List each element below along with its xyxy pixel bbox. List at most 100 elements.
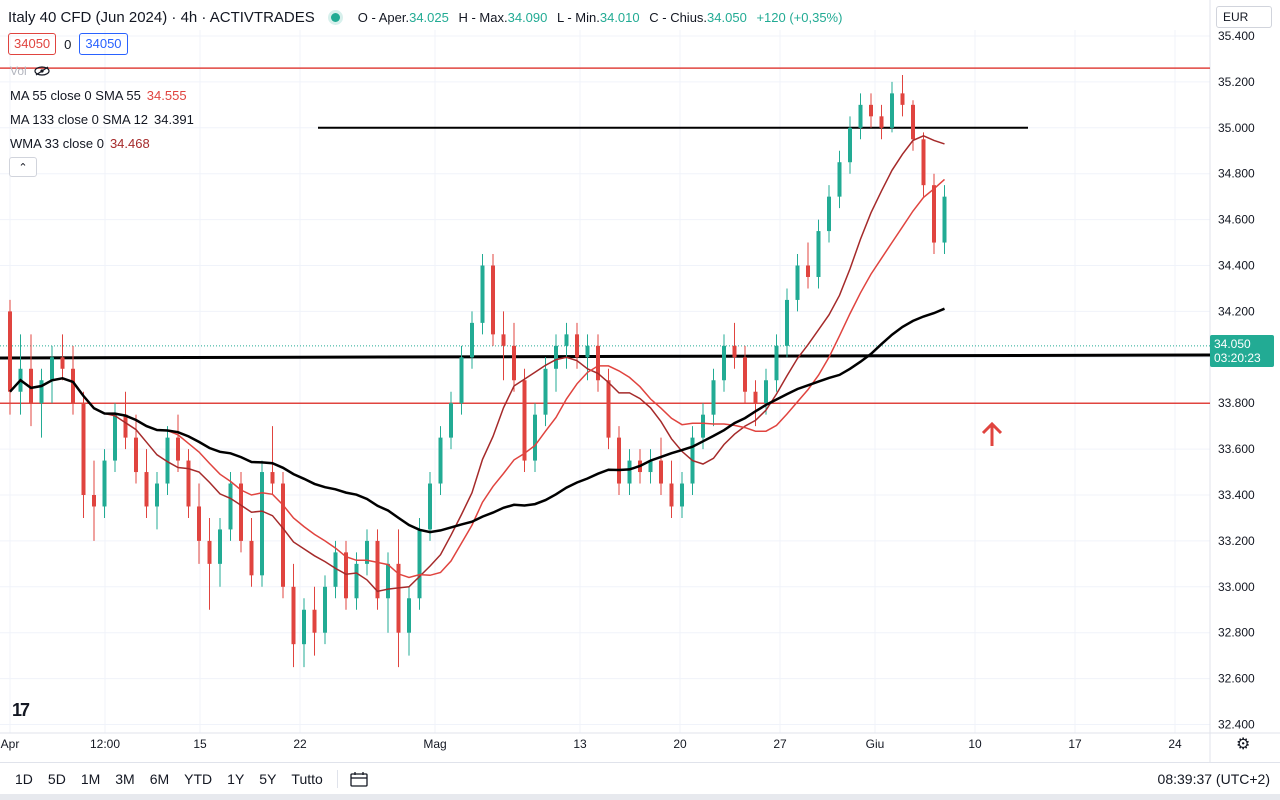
candle-body (39, 380, 44, 404)
indicator-ma133[interactable]: MA 133 close 0 SMA 12 34.391 (10, 112, 194, 127)
toolbar-divider (336, 769, 338, 788)
candle-body (501, 334, 506, 346)
candle-body (900, 93, 905, 105)
y-tick-label: 33.000 (1218, 580, 1255, 594)
candle-body (743, 357, 747, 392)
candle-body (543, 368, 548, 415)
sell-price-button[interactable]: 34050 (8, 33, 57, 55)
candle-body (291, 586, 296, 645)
candle-body (60, 357, 65, 369)
x-tick-label: 27 (773, 737, 787, 751)
indicator-ma55[interactable]: MA 55 close 0 SMA 55 34.555 (10, 88, 187, 103)
timeframe-ytd[interactable]: YTD (184, 770, 213, 787)
symbol-title[interactable]: Italy 40 CFD (Jun 2024) · 4h · ACTIVTRAD… (8, 8, 315, 26)
currency-selector[interactable]: EUR (1216, 6, 1272, 28)
chevron-up-icon: ⌃ (18, 161, 28, 174)
candle-body (627, 460, 632, 484)
candle-body (270, 472, 275, 484)
timeframe-5y[interactable]: 5Y (259, 770, 277, 787)
candle-body (207, 540, 212, 564)
candle-body (449, 403, 453, 438)
y-tick-label: 33.400 (1218, 488, 1255, 502)
timeframe-3m[interactable]: 3M (115, 770, 135, 787)
candle-body (522, 380, 527, 461)
timeframe-all[interactable]: Tutto (291, 770, 323, 787)
candle-body (491, 265, 495, 335)
timeframe-1y[interactable]: 1Y (227, 770, 245, 787)
change-value: +120 (+0,35%) (756, 9, 843, 25)
candle-body (680, 483, 684, 507)
candle-body (533, 414, 537, 461)
y-tick-label: 35.200 (1218, 75, 1255, 89)
gear-icon[interactable]: ⚙ (1236, 736, 1251, 753)
candle-body (386, 563, 390, 599)
candle-body (302, 609, 306, 645)
y-tick-label: 34.200 (1218, 304, 1255, 318)
ohlc-readout: O - Aper.34.025 H - Max.34.090 L - Min.3… (357, 9, 843, 25)
clock-display[interactable]: 08:39:37 (UTC+2) (1157, 770, 1270, 787)
candle-body (249, 540, 254, 576)
last-price-label: 34.050 03:20:23 (1210, 335, 1274, 367)
timeframe-6m[interactable]: 6M (149, 770, 170, 787)
candle-body (585, 345, 590, 358)
timeframe-1m[interactable]: 1M (80, 770, 101, 787)
candle-body (239, 483, 243, 541)
timeframe-5d[interactable]: 5D (47, 770, 66, 787)
y-tick-label: 33.600 (1218, 442, 1255, 456)
bottom-toolbar: 1D 5D 1M 3M 6M YTD 1Y 5Y Tutto 08:39:37 … (0, 762, 1280, 794)
x-tick-label: 15 (193, 737, 207, 751)
collapse-indicators-button[interactable]: ⌃ (9, 157, 37, 177)
x-tick-label: Giu (866, 737, 885, 751)
candle-body (554, 345, 558, 369)
calendar-icon[interactable] (350, 771, 368, 787)
x-tick-label: 13 (573, 737, 587, 751)
x-tick-label: Mag (423, 737, 446, 751)
volume-indicator[interactable]: Vol (10, 64, 51, 78)
candle-body (764, 380, 768, 404)
y-tick-label: 33.800 (1218, 396, 1255, 410)
candle-body (50, 357, 54, 381)
candle-body (375, 540, 380, 599)
y-tick-label: 32.800 (1218, 626, 1255, 640)
candle-body (753, 391, 758, 404)
candle-body (459, 357, 464, 404)
candle-body (890, 93, 894, 128)
candle-body (858, 104, 863, 128)
chart-header: Italy 40 CFD (Jun 2024) · 4h · ACTIVTRAD… (8, 6, 848, 28)
candle-body (144, 472, 149, 507)
x-tick-label: 22 (293, 737, 307, 751)
timeframe-1d[interactable]: 1D (15, 770, 33, 787)
candle-body (260, 472, 264, 576)
indicator-wma33[interactable]: WMA 33 close 0 34.468 (10, 136, 150, 151)
y-tick-label: 33.200 (1218, 534, 1255, 548)
y-tick-label: 35.400 (1218, 29, 1255, 43)
buy-price-button[interactable]: 34050 (79, 33, 128, 55)
price-chart[interactable]: 35.400 35.200 35.000 34.800 34.600 34.400 34.2… (0, 0, 1280, 762)
candle-body (606, 380, 611, 438)
candle-body (470, 322, 474, 358)
x-tick-label: 20 (673, 737, 687, 751)
tradingview-logo[interactable]: 17 (12, 700, 30, 720)
candle-body (575, 334, 579, 358)
support-trendline (0, 353, 1211, 360)
candle-body (879, 116, 884, 128)
candle-body (617, 437, 621, 484)
candle-body (827, 196, 831, 232)
candle-body (438, 437, 443, 484)
candle-body (942, 196, 947, 243)
candle-body (774, 345, 779, 381)
candle-body (659, 460, 663, 484)
market-status-icon (330, 12, 340, 22)
candle-body (417, 529, 422, 599)
candle-body (396, 563, 401, 633)
candle-body (113, 414, 117, 461)
candle-body (333, 552, 338, 587)
y-tick-label: 32.400 (1218, 718, 1255, 732)
candle-body (81, 403, 86, 495)
candle-body (795, 265, 800, 300)
x-tick-label: Apr (1, 737, 20, 751)
wma-line (9, 134, 945, 593)
eye-hidden-icon[interactable] (33, 66, 51, 76)
candle-body (218, 529, 222, 564)
candle-body (848, 127, 852, 163)
